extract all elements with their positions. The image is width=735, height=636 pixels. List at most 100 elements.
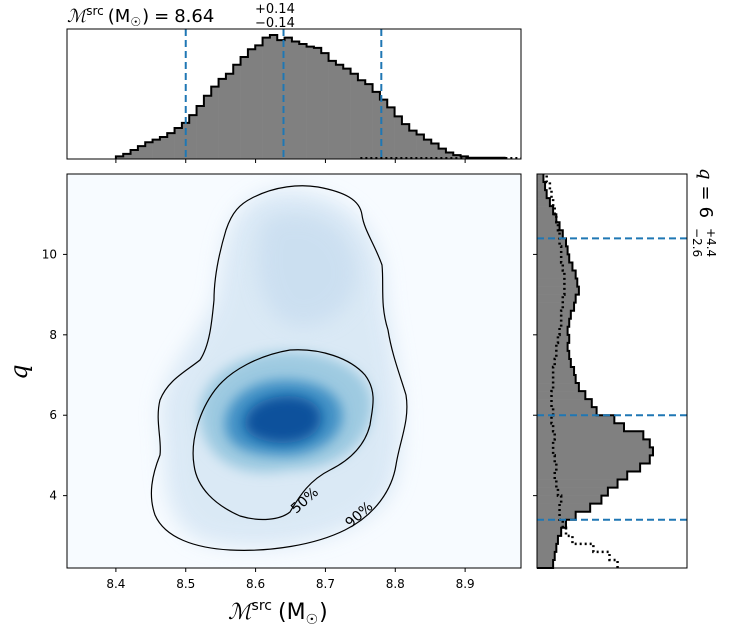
- joint-y-ticks: 4 6 8 10: [42, 247, 67, 503]
- joint-x-tick-label: 8.6: [246, 577, 265, 591]
- top-hist-bar: [174, 128, 183, 159]
- joint-y-tick-label: 6: [49, 408, 57, 422]
- right-hist-bar: [537, 375, 576, 384]
- top-hist-bar: [255, 45, 263, 160]
- joint-x-tick-label: 8.8: [386, 577, 405, 591]
- right-marginal-panel: q=6 +4.4 −2.6: [533, 168, 718, 569]
- svg-text:q=6: q=6: [695, 168, 716, 218]
- right-hist-bar: [537, 487, 608, 496]
- right-hist-bar: [537, 246, 568, 255]
- right-hist-bar: [537, 270, 576, 279]
- contour-90: [150, 185, 408, 551]
- top-hist-bar: [233, 64, 241, 159]
- right-hist-bar: [537, 238, 566, 247]
- top-hist-bar: [115, 156, 124, 159]
- right-hist-bar: [537, 559, 554, 569]
- top-hist-bar: [379, 99, 388, 159]
- right-hist-bar: [537, 182, 546, 191]
- top-hist-bar: [335, 64, 344, 159]
- top-hist-bar: [306, 46, 315, 159]
- top-hist-bar: [189, 115, 197, 159]
- right-hist-bar: [537, 543, 557, 553]
- top-title-minus: −0.14: [255, 16, 295, 31]
- right-hist-bar: [537, 423, 624, 432]
- top-hist-bar: [211, 86, 219, 159]
- top-hist-bar: [247, 49, 256, 160]
- top-hist-bar: [445, 152, 454, 159]
- right-hist-bar: [537, 391, 586, 400]
- density-heatmap: 50% 90%: [150, 185, 408, 551]
- top-hist-bar: [145, 142, 153, 159]
- top-hist-bar: [159, 137, 168, 159]
- joint-y-tick-label: 8: [49, 328, 57, 342]
- joint-x-tick-label: 8.9: [456, 577, 475, 591]
- right-hist-bar: [537, 551, 555, 561]
- top-hist-bar: [277, 40, 285, 159]
- right-hist-bar: [537, 310, 571, 320]
- right-hist-bar: [537, 495, 602, 504]
- right-hist-bar: [537, 519, 566, 529]
- joint-y-label: q: [5, 364, 33, 379]
- top-hist-bar: [262, 37, 271, 160]
- density-peak: [244, 395, 322, 444]
- right-hist-bar: [537, 198, 550, 207]
- svg-text:−2.6: −2.6: [690, 228, 704, 257]
- top-marginal-panel: ℳsrc (M☉) = 8.64 +0.14 −0.14: [66, 2, 522, 163]
- right-hist-bar: [537, 366, 575, 376]
- top-hist-bar: [123, 153, 131, 159]
- right-hist-bar: [537, 447, 653, 456]
- top-hist-bar: [218, 78, 227, 159]
- top-hist-bar: [409, 130, 417, 159]
- top-hist-bar: [460, 156, 469, 159]
- top-hist-bar: [423, 139, 432, 159]
- right-hist-bar: [537, 342, 568, 352]
- right-hist-bar: [537, 383, 579, 392]
- right-hist-bar: [537, 439, 650, 448]
- right-hist-bar: [537, 190, 547, 199]
- right-hist-bar: [537, 334, 570, 344]
- top-hist-bar: [137, 146, 146, 159]
- right-hist-bar: [537, 415, 615, 424]
- joint-x-label: ℳsrc (M☉): [228, 598, 328, 628]
- right-hist-bar: [537, 358, 571, 368]
- joint-panel: 50% 90% 8.4 8.5 8.6 8.7 8.8 8.9 4 6 8 10 ℳsrc (M☉…: [5, 173, 522, 628]
- right-hist-bar: [537, 174, 544, 183]
- right-hist-bar: [537, 463, 641, 472]
- right-hist-bar: [537, 230, 563, 239]
- top-hist-bar: [196, 106, 205, 159]
- top-hist-bar: [203, 95, 212, 159]
- right-hist-bar: [537, 206, 554, 215]
- top-hist-bar: [291, 41, 300, 160]
- right-hist-outline: [537, 174, 654, 569]
- svg-text:+4.4: +4.4: [704, 228, 718, 257]
- top-hist-bar: [394, 116, 403, 159]
- top-hist-bar: [357, 80, 366, 159]
- top-hist-bar: [225, 73, 234, 159]
- right-side-label: q=6 +4.4 −2.6: [690, 168, 718, 257]
- right-hist-bar: [537, 262, 573, 271]
- right-y-ticks: [533, 253, 537, 497]
- top-hist-bar: [372, 91, 381, 159]
- top-hist-bar: [284, 37, 293, 160]
- top-hist-bar: [343, 68, 351, 159]
- right-hist-bar: [537, 527, 562, 537]
- joint-x-tick-label: 8.4: [106, 577, 125, 591]
- right-hist-bar: [537, 431, 644, 440]
- contour-50: [192, 349, 374, 521]
- joint-x-tick-label: 8.7: [316, 577, 335, 591]
- top-title: ℳsrc (M☉) = 8.64: [67, 4, 214, 29]
- top-title-plus: +0.14: [255, 2, 295, 17]
- right-histogram: [537, 174, 654, 569]
- right-hist-bar: [537, 503, 591, 513]
- right-hist-bar: [537, 479, 618, 488]
- top-hist-bar: [365, 84, 373, 159]
- right-hist-bar: [537, 278, 578, 287]
- right-hist-bar: [537, 254, 570, 263]
- right-hist-bar: [537, 302, 575, 311]
- joint-y-tick-label: 4: [49, 489, 57, 503]
- right-hist-bar: [537, 407, 597, 416]
- top-hist-bar: [299, 44, 307, 159]
- density-upper-lobe: [258, 213, 357, 326]
- top-hist-bar: [431, 143, 439, 159]
